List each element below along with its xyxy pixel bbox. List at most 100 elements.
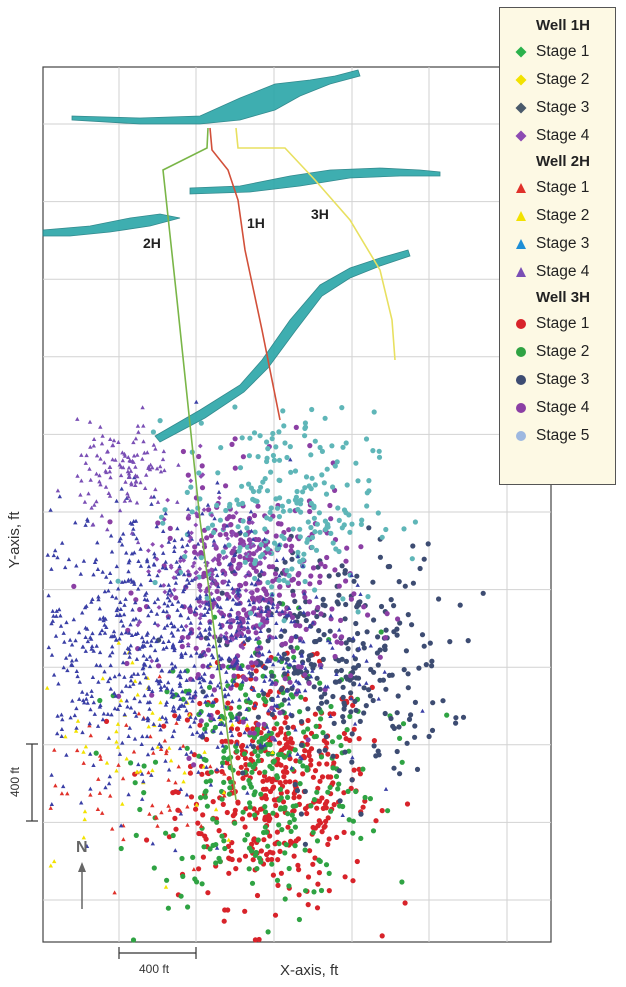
data-point [122,451,127,456]
data-point [191,762,197,768]
data-point [126,569,131,574]
data-point [107,774,112,779]
data-point [281,745,288,751]
data-point [355,478,361,484]
data-point [315,881,321,887]
circle-marker-icon [516,347,526,357]
data-point [132,581,137,586]
data-point [302,748,308,754]
data-point [189,578,195,583]
data-point [276,577,282,583]
data-point [170,643,176,648]
data-point [350,755,355,760]
data-point [228,705,234,711]
data-point [161,646,166,651]
data-point [166,539,171,544]
data-point [254,548,260,554]
data-point [269,584,275,590]
data-point [101,711,106,716]
data-point [163,716,168,721]
data-point [85,639,91,644]
data-point [274,877,281,884]
data-point [213,543,219,549]
data-point [178,683,183,688]
data-point [281,666,286,671]
data-point [53,783,58,788]
data-point [328,714,333,718]
data-point [257,612,263,618]
data-point [179,855,185,862]
data-point [317,680,323,686]
data-point [203,729,208,734]
data-point [121,531,126,536]
data-point [287,779,293,785]
data-point [243,762,249,768]
data-point [278,790,284,797]
data-point [277,786,284,793]
data-point [243,574,249,579]
data-point [214,588,220,595]
data-point [145,597,150,602]
data-point [257,855,263,861]
data-point [313,723,319,729]
data-point [224,669,229,674]
data-point [339,563,345,569]
data-point [252,761,258,767]
data-point [116,586,121,591]
data-point [302,485,308,491]
data-point [224,679,229,684]
data-point [98,456,103,461]
data-point [178,696,183,701]
data-point [159,668,165,673]
data-point [154,815,159,820]
data-point [297,501,304,507]
data-point [345,646,351,652]
data-point [224,639,231,645]
data-point [117,751,123,756]
data-point [365,612,371,618]
data-point [274,505,281,511]
data-point [249,880,256,886]
data-point [280,508,286,514]
data-point [119,486,124,491]
data-point [124,756,129,761]
data-point [178,893,184,899]
data-point [320,805,326,812]
data-point [222,793,227,798]
data-point [155,623,161,628]
data-point [248,544,254,550]
data-point [154,611,160,616]
data-point [305,657,312,663]
data-point [172,646,177,651]
data-point [350,878,356,884]
data-point [312,711,318,717]
data-point [242,853,249,859]
data-point [303,666,308,670]
data-point [239,667,244,671]
data-point [343,658,349,665]
data-point [167,669,172,674]
data-point [228,728,233,733]
data-point [206,636,211,641]
data-point [429,658,435,664]
data-point [419,632,426,638]
y-scale-label: 400 ft [8,766,22,797]
data-point [167,745,172,750]
data-point [164,877,170,883]
data-point [310,824,316,831]
data-point [248,485,254,491]
data-point [311,889,317,895]
data-point [149,494,154,499]
data-point [230,699,235,704]
data-point [308,674,314,679]
data-point [339,525,345,531]
data-point [105,711,111,716]
data-point [185,569,191,574]
data-point [249,528,254,533]
data-point [162,468,167,473]
data-point [120,458,125,463]
data-point [130,660,135,665]
data-point [324,554,330,561]
data-point [236,630,242,636]
data-point [238,529,244,534]
